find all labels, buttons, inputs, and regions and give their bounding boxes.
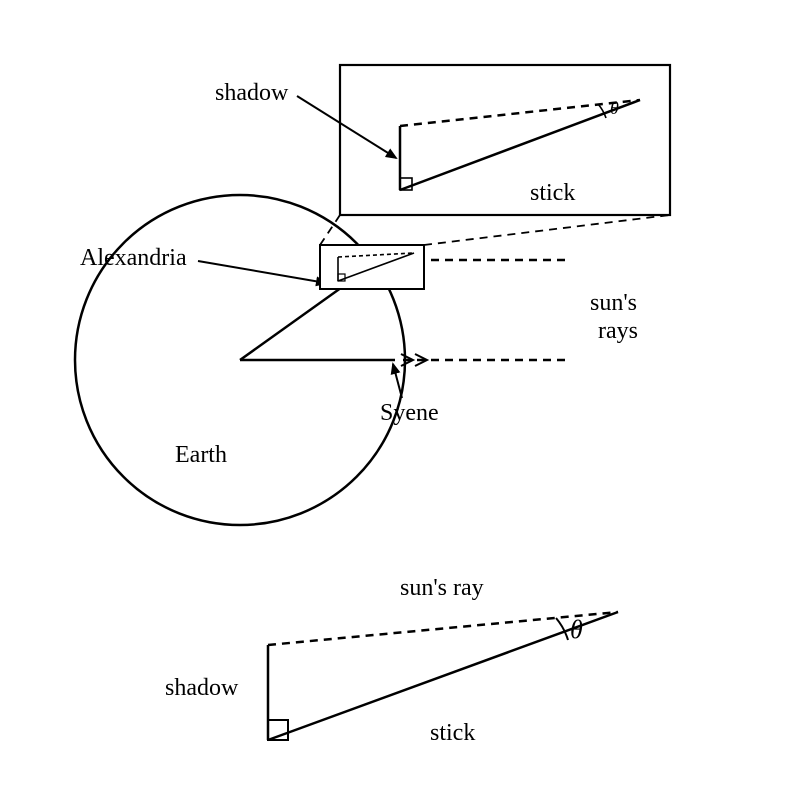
inset-connector-right [424, 215, 670, 245]
diagram-element [556, 618, 568, 640]
bottom-sun-ray [268, 612, 618, 645]
bottom-sun-label: sun's ray [400, 575, 484, 601]
alexandria-label: Alexandria [80, 245, 187, 271]
inset-theta-label: θ [610, 98, 619, 118]
inset-small [320, 245, 424, 289]
syene-label: Syene [380, 400, 439, 426]
syene-pointer [393, 364, 402, 398]
suns-rays-label-1: sun's [590, 290, 637, 316]
inset-stick-label: stick [530, 180, 575, 206]
inset-large [340, 65, 670, 215]
bottom-shadow-label: shadow [165, 675, 239, 701]
bottom-stick-label: stick [430, 720, 475, 746]
suns-rays-label-2: rays [598, 318, 638, 344]
bottom-theta-label: θ [570, 615, 583, 644]
inset-connector-left [320, 215, 340, 245]
earth-label: Earth [175, 442, 227, 468]
alexandria-pointer [198, 261, 326, 283]
inset-shadow-label: shadow [215, 80, 289, 106]
